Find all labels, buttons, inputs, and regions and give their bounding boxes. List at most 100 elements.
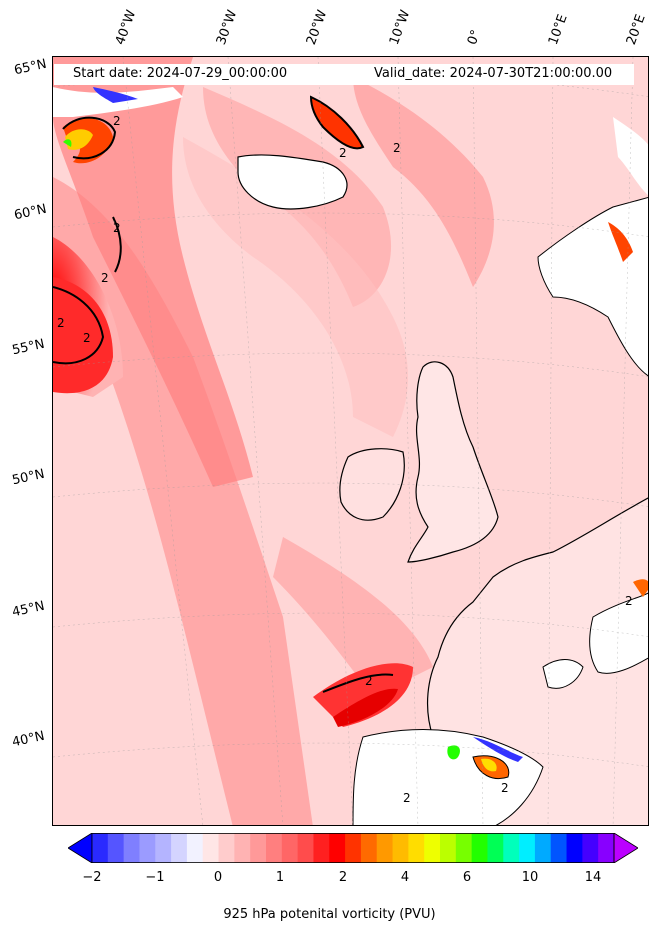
map-canvas: 2 2 2 2 2 2 2 2 2 2 2 <box>53 57 648 825</box>
colorbar-segment <box>440 833 457 863</box>
colorbar-segment <box>297 833 314 863</box>
great-britain-land <box>407 361 499 563</box>
colorbar-segment <box>376 833 394 863</box>
contour-label: 2 <box>625 594 633 608</box>
colorbar-segment <box>408 833 425 863</box>
lat-label-65n: 65°N <box>12 56 48 79</box>
colorbar-segment <box>155 833 172 863</box>
colorbar-segment <box>92 833 109 863</box>
colorbar-tick: −1 <box>145 870 165 885</box>
iceland-land <box>237 154 348 210</box>
pv-max-norway <box>608 222 633 262</box>
colorbar-tick: 6 <box>462 870 472 885</box>
norway-north-land <box>613 117 648 196</box>
contour-2-west <box>53 286 105 365</box>
colorbar-segment <box>234 833 251 863</box>
contour-label: 2 <box>403 791 411 805</box>
colorbar-segment <box>313 833 330 863</box>
colorbar-segment <box>266 833 283 863</box>
contour-label: 2 <box>501 781 509 795</box>
lon-label-30w: 30°W <box>213 8 241 47</box>
colorbar-segment <box>171 833 188 863</box>
colorbar-segment <box>566 833 583 863</box>
graticule <box>53 57 648 825</box>
contour-label: 2 <box>101 271 109 285</box>
lat-label-50n: 50°N <box>10 466 46 489</box>
colorbar-segment <box>519 833 536 863</box>
colorbar-tick: 14 <box>584 870 602 885</box>
colorbar-segment <box>582 833 599 863</box>
header-band <box>54 64 634 85</box>
pv-peak-iberia <box>447 745 460 760</box>
lat-label-40n: 40°N <box>10 728 46 751</box>
lat-label-55n: 55°N <box>10 336 46 359</box>
alps-land <box>589 592 648 674</box>
colorbar-tick: 4 <box>400 870 410 885</box>
contour-label: 2 <box>365 674 373 688</box>
colorbar <box>68 833 638 863</box>
contour-label: 2 <box>113 221 121 235</box>
pv-core-biscay <box>333 688 398 727</box>
pyrenees-land <box>542 659 584 689</box>
lat-label-45n: 45°N <box>10 598 46 621</box>
colorbar-segment <box>455 833 473 863</box>
pv-peak-greenland <box>65 129 93 150</box>
colorbar-segment <box>487 833 504 863</box>
lon-label-10w: 10°W <box>386 8 414 47</box>
pv-max-alps <box>633 579 648 597</box>
colorbar-segment <box>139 833 156 863</box>
pv-band-norwegian-sea <box>353 77 494 287</box>
valid-date: Valid_date: 2024-07-30T21:00:00.00 <box>374 66 613 81</box>
pv-max-north-iceland <box>309 95 365 150</box>
contour-label: 2 <box>113 114 121 128</box>
contour-2-biscay <box>322 673 394 693</box>
lon-label-10e: 10°E <box>545 12 571 48</box>
contour-2-west-b <box>112 216 122 273</box>
colorbar-tick: 1 <box>275 870 285 885</box>
pv-peak2-greenland <box>63 139 72 147</box>
colorbar-segment <box>534 833 552 863</box>
colorbar-segment <box>392 833 409 863</box>
colorbar-segment <box>186 833 204 863</box>
colorbar-segment <box>250 833 267 863</box>
lon-label-0: 0° <box>464 27 485 47</box>
colorbar-border <box>91 833 615 863</box>
iberia-land <box>352 729 544 825</box>
colorbar-label: 925 hPa potenital vorticity (PVU) <box>223 907 436 922</box>
colorbar-tick: 2 <box>338 870 348 885</box>
contour-2-greenland <box>62 116 117 160</box>
colorbar-segment <box>281 833 299 863</box>
pv-map: 2 2 2 2 2 2 2 2 2 2 2 <box>52 56 649 826</box>
colorbar-segment <box>107 833 125 863</box>
colorbar-segment <box>471 833 488 863</box>
pv-max-biscay <box>313 663 413 727</box>
colorbar-segment <box>424 833 441 863</box>
lat-label-60n: 60°N <box>12 201 48 224</box>
contour-label: 2 <box>57 316 65 330</box>
lon-label-20e: 20°E <box>623 12 649 48</box>
ireland-land <box>339 448 405 521</box>
colorbar-tick: −2 <box>82 870 102 885</box>
colorbar-tick: 10 <box>521 870 539 885</box>
colorbar-segment <box>329 833 346 863</box>
pv-peak2-iberia <box>481 758 497 772</box>
colorbar-extend-max <box>613 833 638 863</box>
contour-label: 2 <box>339 146 347 160</box>
colorbar-segment <box>360 833 378 863</box>
lon-label-40w: 40°W <box>112 8 140 47</box>
contour-label: 2 <box>83 331 91 345</box>
pv-band-biscay-west <box>273 537 433 697</box>
colorbar-tick: 0 <box>213 870 223 885</box>
colorbar-segment <box>218 833 235 863</box>
colorbar-segment <box>598 833 615 863</box>
colorbar-segment <box>550 833 568 863</box>
colorbar-segment <box>345 833 362 863</box>
start-date: Start date: 2024-07-29_00:00:00 <box>73 66 288 81</box>
contour-label: 2 <box>393 141 401 155</box>
colorbar-segment <box>202 833 220 863</box>
pv-negative-greenland <box>93 87 138 103</box>
pv-band-greenland <box>53 57 253 487</box>
colorbar-extend-min <box>68 833 93 863</box>
colorbar-segment <box>123 833 140 863</box>
lon-label-20w: 20°W <box>303 8 331 47</box>
